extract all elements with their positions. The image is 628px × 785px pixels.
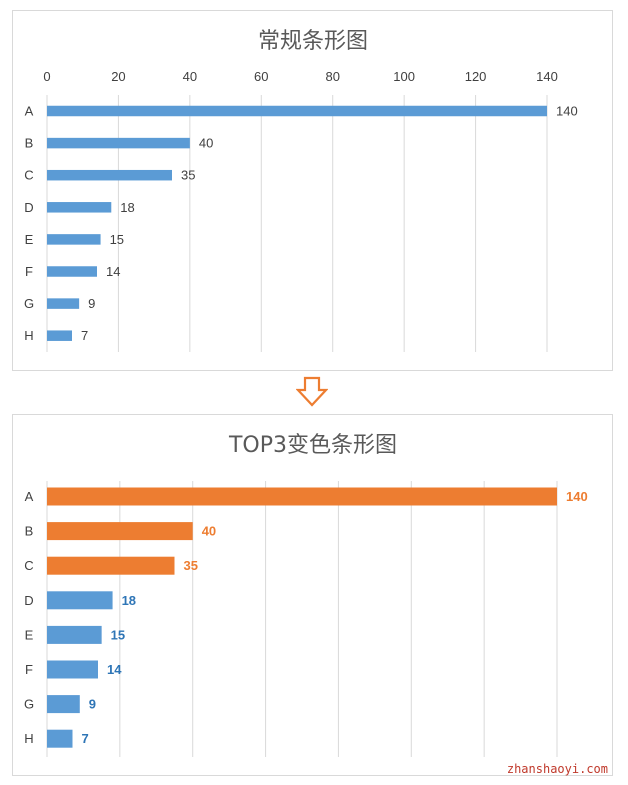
bar	[47, 522, 193, 541]
data-label: 140	[556, 104, 578, 119]
chart-panel-regular: 常规条形图 0 20 40 60 80 100 120 140 A 140 B 40 C 35 D 18 E 15…	[12, 10, 613, 371]
data-label: 35	[181, 168, 195, 183]
bar	[47, 202, 112, 213]
category-label: E	[25, 232, 34, 247]
x-tick-label: 0	[43, 69, 50, 84]
category-label: A	[25, 489, 34, 504]
category-label: G	[24, 296, 34, 311]
category-label: A	[25, 104, 34, 119]
data-label: 9	[88, 296, 95, 311]
bar	[47, 487, 557, 506]
category-label: D	[24, 200, 33, 215]
regular-bar-chart: 常规条形图 0 20 40 60 80 100 120 140 A 140 B 40 C 35 D 18 E 15…	[24, 29, 578, 352]
data-label: 40	[199, 136, 213, 151]
bar	[47, 169, 172, 181]
bar	[47, 137, 190, 149]
chart-panel-top3: TOP3变色条形图 A 140 B 40 C 35 D 18 E 15 F 14 G 9 H 7	[12, 414, 613, 776]
data-label: 18	[122, 593, 136, 608]
data-label: 7	[82, 731, 89, 746]
data-label: 7	[81, 328, 88, 343]
x-tick-label: 60	[254, 69, 268, 84]
x-tick-label: 100	[393, 69, 415, 84]
category-label: B	[25, 524, 34, 539]
top3-bar-chart: TOP3变色条形图 A 140 B 40 C 35 D 18 E 15 F 14 G 9 H 7	[24, 433, 588, 757]
bar	[47, 298, 80, 309]
bar	[47, 625, 102, 644]
category-label: E	[25, 627, 34, 642]
category-label: D	[24, 593, 33, 608]
watermark: zhanshaoyi.com	[506, 762, 608, 776]
x-tick-label: 120	[465, 69, 487, 84]
bar	[47, 729, 73, 748]
category-label: B	[25, 136, 34, 151]
category-label: F	[25, 264, 33, 279]
x-tick-label: 140	[536, 69, 558, 84]
data-label: 140	[566, 489, 588, 504]
data-label: 15	[111, 627, 125, 642]
down-arrow-icon	[296, 376, 328, 407]
category-label: H	[24, 328, 33, 343]
category-label: C	[24, 168, 33, 183]
category-label: G	[24, 697, 34, 712]
bar	[47, 330, 72, 341]
data-label: 35	[184, 558, 198, 573]
bar	[47, 234, 101, 245]
bar	[47, 591, 113, 610]
data-label: 15	[110, 232, 124, 247]
bar	[47, 660, 98, 679]
bar	[47, 105, 547, 117]
chart-title: 常规条形图	[258, 29, 368, 54]
data-label: 18	[120, 200, 134, 215]
x-tick-label: 40	[183, 69, 197, 84]
data-label: 14	[107, 662, 122, 677]
x-tick-label: 20	[111, 69, 125, 84]
category-label: C	[24, 558, 33, 573]
bar	[47, 266, 97, 277]
category-label: H	[24, 731, 33, 746]
chart-title: TOP3变色条形图	[228, 433, 397, 458]
bar	[47, 695, 80, 714]
x-tick-label: 80	[325, 69, 339, 84]
category-label: F	[25, 662, 33, 677]
data-label: 40	[202, 524, 216, 539]
bar	[47, 556, 175, 575]
data-label: 14	[106, 264, 120, 279]
data-label: 9	[89, 697, 96, 712]
